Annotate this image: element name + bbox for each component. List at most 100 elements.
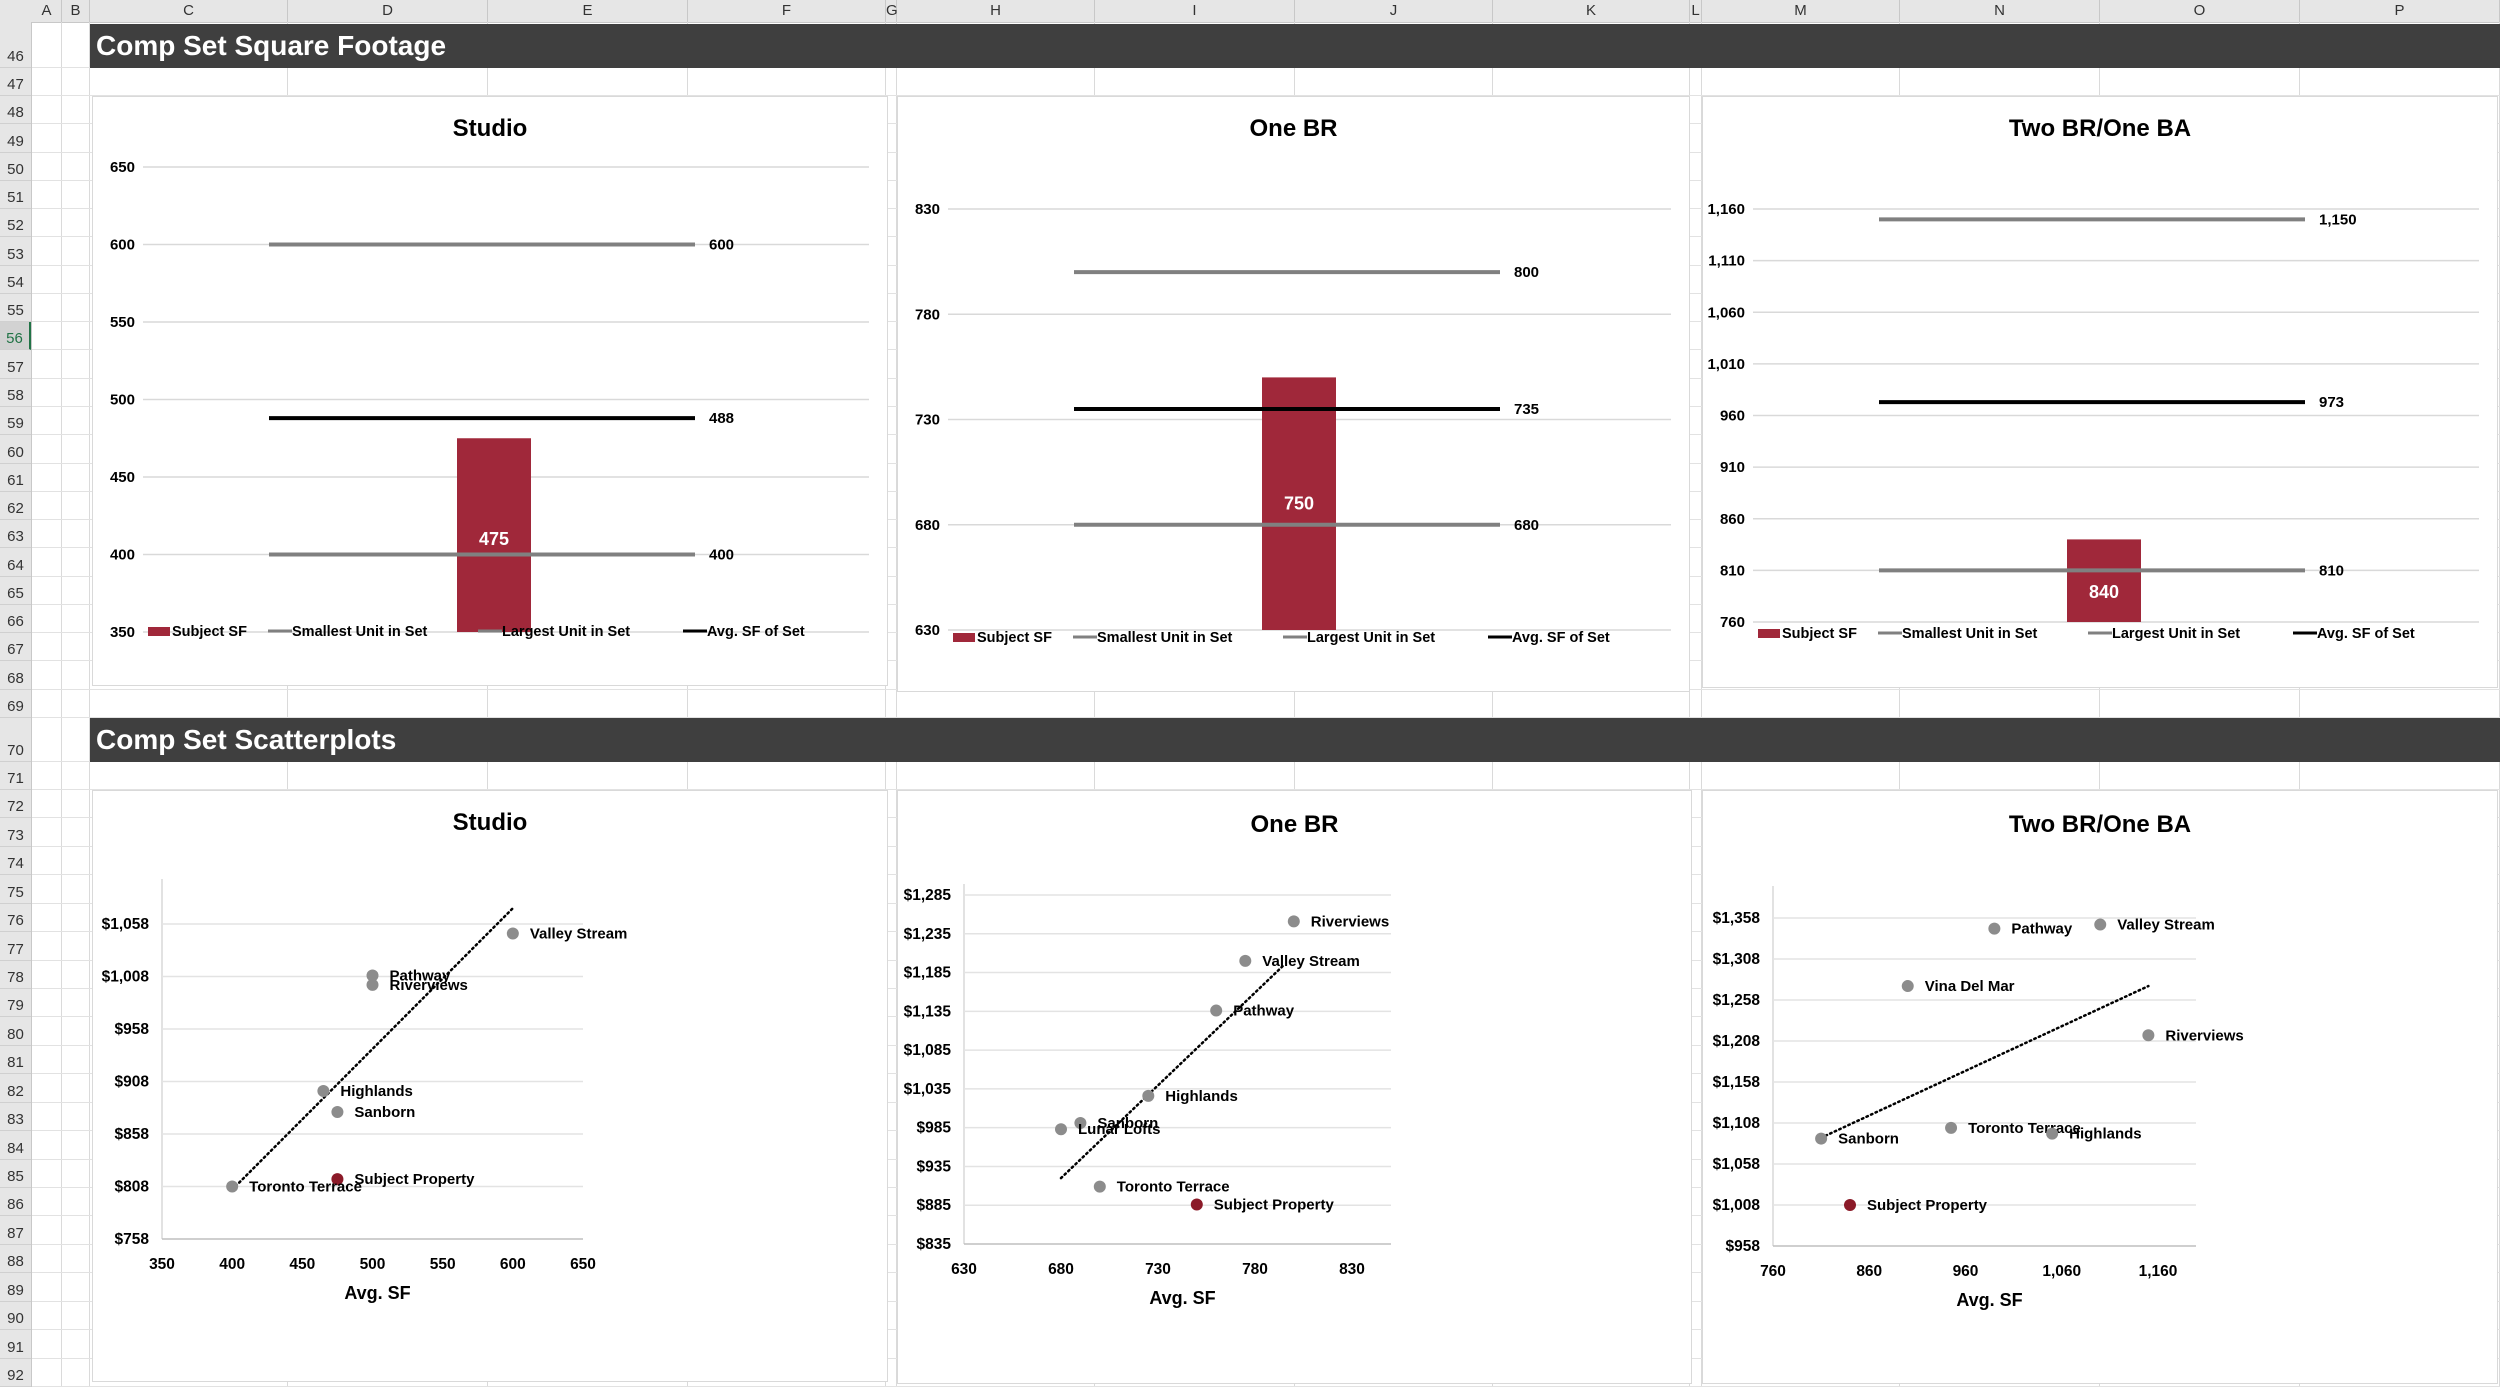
- row-header-64[interactable]: 64: [0, 548, 31, 577]
- legend-entry[interactable]: Largest Unit in Set: [1307, 630, 1435, 646]
- row-header-59[interactable]: 59: [0, 407, 31, 436]
- row-header-71[interactable]: 71: [0, 762, 31, 790]
- column-header-b[interactable]: B: [62, 0, 90, 22]
- comp-point[interactable]: [366, 978, 379, 991]
- row-header-60[interactable]: 60: [0, 435, 31, 464]
- subject-sf-bar[interactable]: [1262, 377, 1336, 630]
- row-header-79[interactable]: 79: [0, 989, 31, 1018]
- row-header-84[interactable]: 84: [0, 1131, 31, 1160]
- legend-entry[interactable]: Avg. SF of Set: [2317, 626, 2415, 642]
- row-header-55[interactable]: 55: [0, 294, 31, 323]
- legend-entry[interactable]: Subject SF: [977, 630, 1052, 646]
- comp-point[interactable]: [1093, 1180, 1106, 1193]
- comp-point[interactable]: [1287, 915, 1300, 928]
- row-header-73[interactable]: 73: [0, 818, 31, 847]
- comp-point[interactable]: [366, 969, 379, 982]
- legend-entry[interactable]: Avg. SF of Set: [1512, 630, 1610, 646]
- comp-point[interactable]: [1074, 1117, 1087, 1130]
- column-header-k[interactable]: K: [1493, 0, 1690, 22]
- row-header-48[interactable]: 48: [0, 96, 31, 125]
- column-header-n[interactable]: N: [1900, 0, 2100, 22]
- row-header-58[interactable]: 58: [0, 379, 31, 407]
- row-header-49[interactable]: 49: [0, 124, 31, 153]
- chart-scatter-two-br[interactable]: $1,358 $1,308 $1,258 $1,208 $1,158 $1,108 $1,0…: [1702, 790, 2498, 1384]
- row-header-90[interactable]: 90: [0, 1302, 31, 1331]
- row-header-56[interactable]: 56: [0, 322, 31, 351]
- comp-point[interactable]: [331, 1105, 344, 1118]
- row-header-65[interactable]: 65: [0, 577, 31, 605]
- row-header-80[interactable]: 80: [0, 1017, 31, 1046]
- column-header-i[interactable]: I: [1095, 0, 1295, 22]
- column-header-c[interactable]: C: [90, 0, 288, 22]
- row-header-83[interactable]: 83: [0, 1103, 31, 1132]
- column-header-a[interactable]: A: [32, 0, 62, 22]
- row-header-85[interactable]: 85: [0, 1160, 31, 1188]
- chart-sf-one-br[interactable]: 830 780 730 680 630 680 800 735 750 Subject SF Sma…: [897, 96, 1690, 692]
- row-header-53[interactable]: 53: [0, 237, 31, 266]
- row-header-68[interactable]: 68: [0, 661, 31, 690]
- subject-property-point[interactable]: [1190, 1198, 1203, 1211]
- legend-entry[interactable]: Subject SF: [172, 624, 247, 640]
- legend-entry[interactable]: Avg. SF of Set: [707, 624, 805, 640]
- legend-entry[interactable]: Subject SF: [1782, 626, 1857, 642]
- legend-entry[interactable]: Smallest Unit in Set: [1902, 626, 2038, 642]
- row-header-89[interactable]: 89: [0, 1273, 31, 1302]
- column-header-h[interactable]: H: [897, 0, 1095, 22]
- column-header-p[interactable]: P: [2300, 0, 2500, 22]
- column-header-g[interactable]: G: [886, 0, 898, 22]
- comp-point[interactable]: [1142, 1089, 1155, 1102]
- row-header-52[interactable]: 52: [0, 209, 31, 238]
- column-header-j[interactable]: J: [1295, 0, 1493, 22]
- subject-property-point[interactable]: [331, 1173, 344, 1186]
- trendline[interactable]: [230, 907, 515, 1191]
- comp-point[interactable]: [1055, 1123, 1067, 1136]
- trendline[interactable]: [1059, 963, 1286, 1180]
- section-header-scatterplots[interactable]: Comp Set Scatterplots: [90, 718, 2500, 762]
- row-header-72[interactable]: 72: [0, 790, 31, 819]
- chart-scatter-studio[interactable]: $1,058 $1,008 $958 $908 $858 $808 $758 350 400 45…: [92, 790, 888, 1382]
- comp-point[interactable]: [317, 1084, 330, 1097]
- row-header-51[interactable]: 51: [0, 181, 31, 210]
- row-header-54[interactable]: 54: [0, 266, 31, 294]
- row-header-69[interactable]: 69: [0, 690, 31, 718]
- comp-point[interactable]: [1988, 922, 2001, 935]
- comp-point[interactable]: [506, 927, 519, 940]
- row-header-74[interactable]: 74: [0, 847, 31, 876]
- chart-scatter-one-br[interactable]: $1,285 $1,235 $1,185 $1,135 $1,085 $1,035 $985…: [897, 790, 1692, 1384]
- row-header-78[interactable]: 78: [0, 961, 31, 989]
- column-header-e[interactable]: E: [488, 0, 688, 22]
- row-header-63[interactable]: 63: [0, 520, 31, 549]
- trendline[interactable]: [1819, 984, 2150, 1140]
- row-header-75[interactable]: 75: [0, 875, 31, 904]
- comp-point[interactable]: [1945, 1121, 1958, 1134]
- legend-entry[interactable]: Largest Unit in Set: [502, 624, 630, 640]
- row-header-66[interactable]: 66: [0, 605, 31, 634]
- comp-point[interactable]: [2142, 1029, 2155, 1042]
- comp-point[interactable]: [1901, 980, 1914, 993]
- comp-point[interactable]: [2094, 918, 2107, 931]
- subject-sf-bar[interactable]: [457, 438, 531, 632]
- comp-point[interactable]: [1210, 1004, 1223, 1017]
- row-header-67[interactable]: 67: [0, 633, 31, 662]
- subject-property-point[interactable]: [1844, 1199, 1856, 1211]
- comp-point[interactable]: [226, 1180, 239, 1193]
- row-header-57[interactable]: 57: [0, 350, 31, 379]
- chart-sf-studio[interactable]: 650 600 550 500 450 400 350 400 600 488 475 Subject…: [92, 96, 888, 686]
- column-header-l[interactable]: L: [1690, 0, 1702, 22]
- row-header-46[interactable]: 46: [0, 24, 31, 68]
- chart-sf-two-br[interactable]: 1,160 1,110 1,060 1,010 960 910 860 810 760 810 1,…: [1702, 96, 2498, 688]
- row-header-87[interactable]: 87: [0, 1216, 31, 1245]
- legend-entry[interactable]: Smallest Unit in Set: [1097, 630, 1233, 646]
- row-header-88[interactable]: 88: [0, 1245, 31, 1274]
- row-header-62[interactable]: 62: [0, 492, 31, 521]
- row-header-76[interactable]: 76: [0, 904, 31, 933]
- column-header-m[interactable]: M: [1702, 0, 1900, 22]
- comp-point[interactable]: [1239, 954, 1252, 967]
- subject-sf-bar[interactable]: [2067, 539, 2141, 622]
- row-header-92[interactable]: 92: [0, 1359, 31, 1387]
- row-header-81[interactable]: 81: [0, 1046, 31, 1075]
- row-header-82[interactable]: 82: [0, 1074, 31, 1103]
- column-header-d[interactable]: D: [288, 0, 488, 22]
- row-header-47[interactable]: 47: [0, 68, 31, 96]
- row-header-91[interactable]: 91: [0, 1330, 31, 1359]
